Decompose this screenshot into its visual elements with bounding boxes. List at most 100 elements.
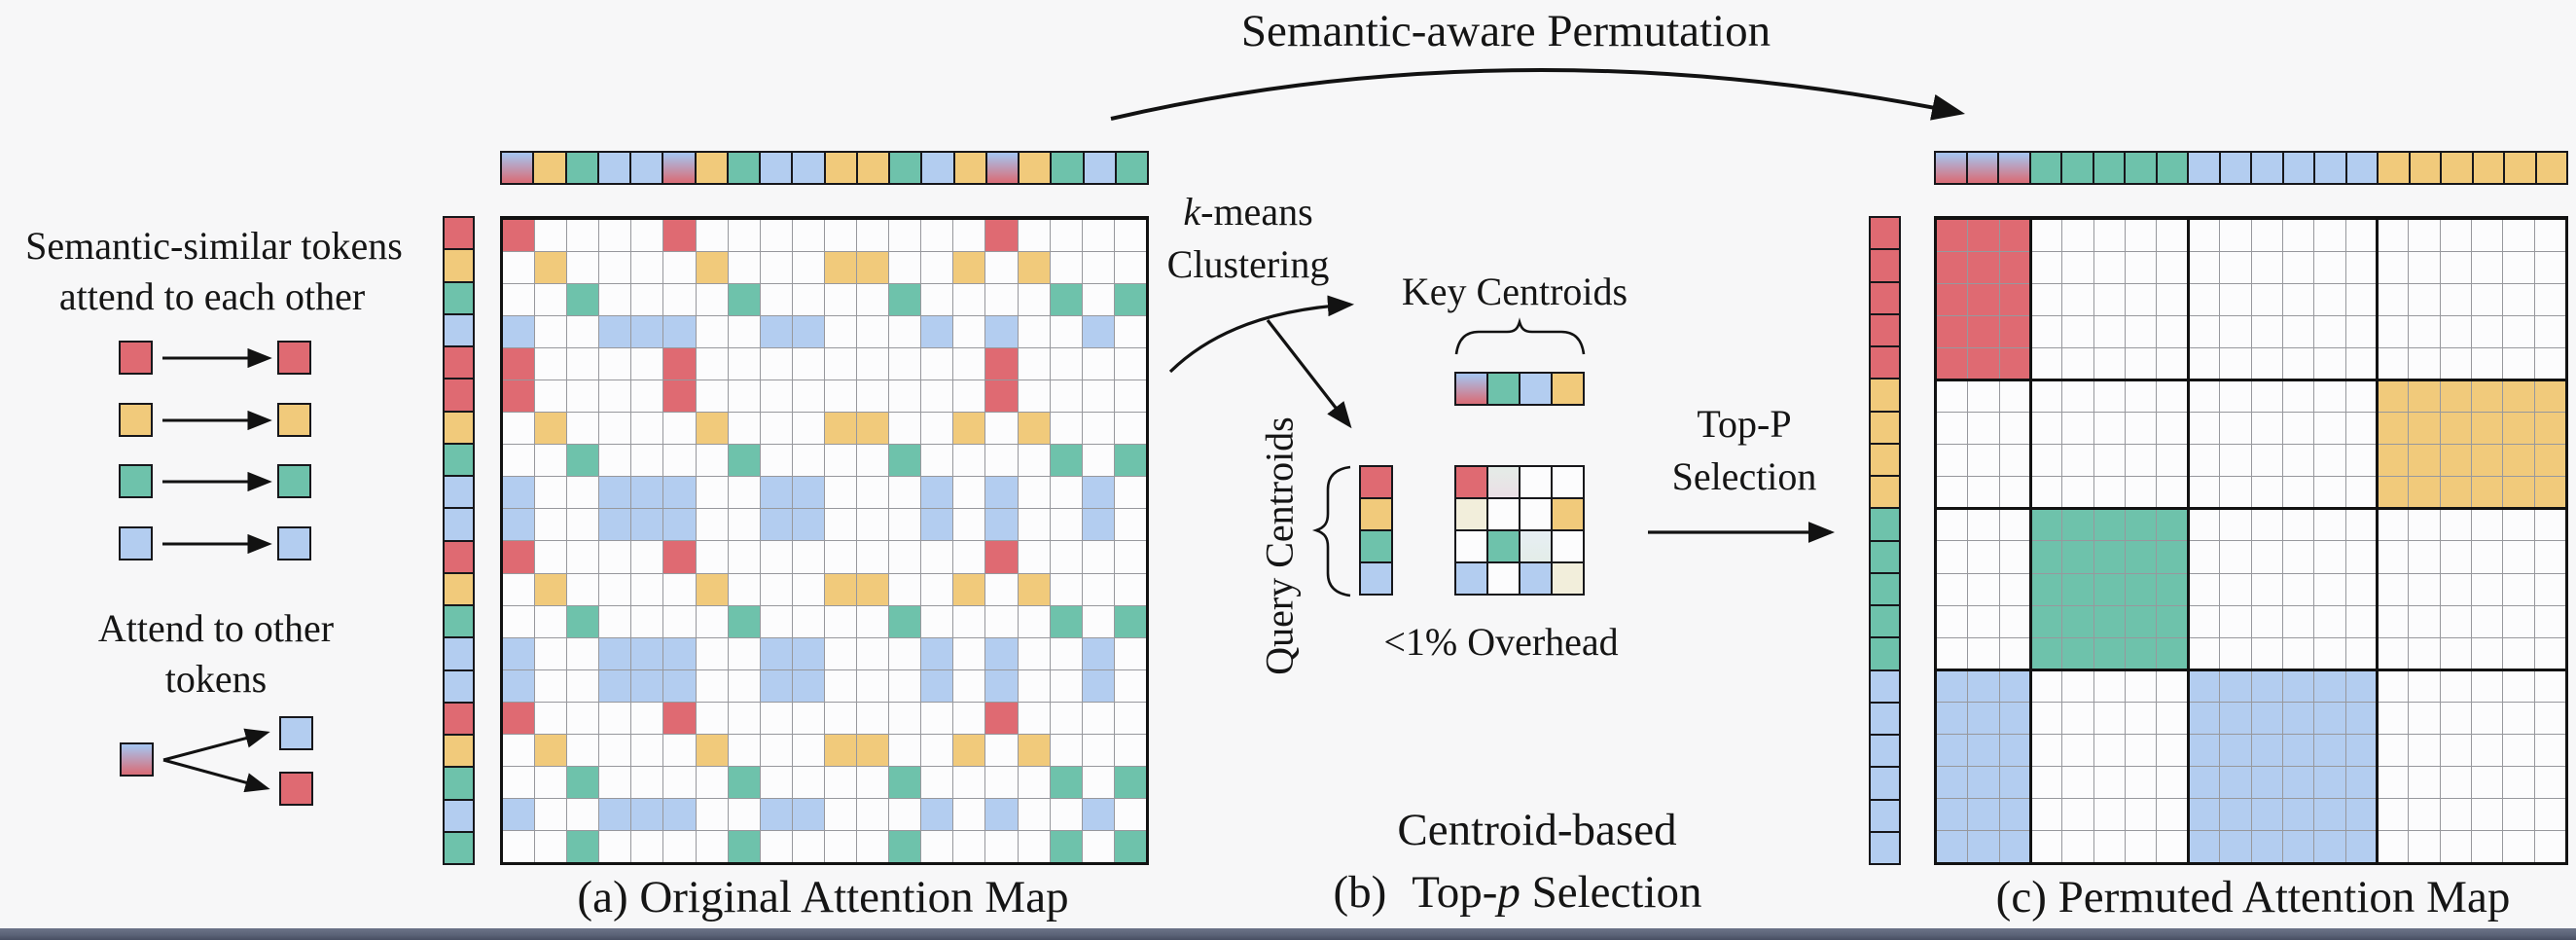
attention-cell bbox=[2534, 637, 2565, 669]
attention-cell bbox=[1050, 669, 1082, 702]
attention-cell bbox=[2282, 284, 2314, 316]
attention-cell bbox=[2031, 348, 2062, 380]
attention-cell bbox=[1114, 445, 1146, 477]
query-centroid-cell bbox=[1361, 563, 1391, 594]
attention-cell bbox=[2471, 702, 2503, 734]
attention-cell bbox=[2126, 541, 2157, 573]
attention-cell bbox=[2126, 380, 2157, 413]
attention-cell bbox=[535, 734, 567, 766]
attention-cell bbox=[2062, 413, 2093, 445]
attention-cell bbox=[2062, 445, 2093, 477]
attention-cell bbox=[1050, 637, 1082, 669]
attention-cell bbox=[2188, 220, 2220, 252]
attention-cell bbox=[2157, 637, 2188, 669]
attention-cell bbox=[2314, 316, 2345, 348]
attention-cell bbox=[2093, 477, 2126, 509]
query-centroid-cell bbox=[1361, 531, 1391, 561]
attention-cell bbox=[2220, 348, 2251, 380]
attention-cell bbox=[2377, 541, 2409, 573]
token-cell bbox=[857, 153, 888, 183]
block-divider-vertical bbox=[2375, 216, 2379, 865]
attention-cell bbox=[2093, 830, 2126, 862]
attention-cell bbox=[1968, 702, 1999, 734]
token-cell bbox=[825, 153, 856, 183]
token-cell bbox=[1936, 153, 1966, 183]
attention-cell bbox=[2157, 509, 2188, 541]
attention-cell bbox=[889, 252, 921, 284]
attention-cell bbox=[2471, 766, 2503, 798]
kmeans-label-line1: k-means bbox=[1183, 190, 1312, 235]
attention-cell bbox=[792, 413, 824, 445]
attention-cell bbox=[1999, 637, 2031, 669]
attention-cell bbox=[2126, 509, 2157, 541]
attention-cell bbox=[535, 702, 567, 734]
centroid-score-cell bbox=[1553, 467, 1583, 497]
attention-cell bbox=[2409, 252, 2440, 284]
attention-cell bbox=[2471, 348, 2503, 380]
token-cell bbox=[1999, 153, 2029, 183]
attention-cell bbox=[2126, 669, 2157, 702]
attention-cell bbox=[2188, 702, 2220, 734]
attention-cell bbox=[2345, 348, 2377, 380]
attention-cell bbox=[2093, 798, 2126, 830]
panel-c-top-token-strip bbox=[1934, 151, 2568, 185]
attention-cell bbox=[2093, 605, 2126, 637]
centroid-score-cell bbox=[1456, 499, 1486, 529]
block-divider-vertical bbox=[2029, 216, 2033, 865]
attention-cell bbox=[2534, 830, 2565, 862]
attention-cell bbox=[2062, 541, 2093, 573]
attention-cell bbox=[2314, 348, 2345, 380]
attention-cell bbox=[1050, 734, 1082, 766]
attention-cell bbox=[889, 477, 921, 509]
attention-cell bbox=[2188, 541, 2220, 573]
attention-cell bbox=[1114, 380, 1146, 413]
attention-cell bbox=[760, 477, 792, 509]
attention-cell bbox=[696, 573, 728, 605]
attention-cell bbox=[1999, 669, 2031, 702]
centroid-score-cell bbox=[1488, 467, 1519, 497]
legend-fork-arrow-upper bbox=[162, 728, 270, 762]
attention-cell bbox=[2251, 380, 2282, 413]
attention-cell bbox=[503, 316, 535, 348]
attention-cell bbox=[857, 252, 889, 284]
attention-cell bbox=[2534, 348, 2565, 380]
figure-title: Semantic-aware Permutation bbox=[1240, 6, 1771, 56]
attention-cell bbox=[728, 509, 760, 541]
attention-cell bbox=[1050, 220, 1082, 252]
attention-cell bbox=[2534, 766, 2565, 798]
attention-cell bbox=[953, 669, 985, 702]
attention-cell bbox=[2314, 541, 2345, 573]
attention-cell bbox=[2157, 798, 2188, 830]
attention-cell bbox=[2440, 348, 2471, 380]
attention-cell bbox=[1937, 316, 1968, 348]
attention-cell bbox=[2440, 734, 2471, 766]
attention-cell bbox=[2062, 284, 2093, 316]
attention-cell bbox=[2251, 798, 2282, 830]
attention-cell bbox=[2062, 220, 2093, 252]
attention-cell bbox=[985, 348, 1018, 380]
attention-cell bbox=[728, 734, 760, 766]
token-cell bbox=[1871, 670, 1899, 702]
attention-cell bbox=[1937, 445, 1968, 477]
attention-cell bbox=[2093, 766, 2126, 798]
attention-cell bbox=[567, 252, 599, 284]
attention-cell bbox=[921, 573, 953, 605]
attention-cell bbox=[1937, 734, 1968, 766]
attention-cell bbox=[1114, 605, 1146, 637]
attention-cell bbox=[2062, 734, 2093, 766]
attention-cell bbox=[824, 220, 857, 252]
attention-cell bbox=[1018, 380, 1050, 413]
attention-cell bbox=[2409, 541, 2440, 573]
attention-cell bbox=[1937, 573, 1968, 605]
attention-cell bbox=[2503, 766, 2534, 798]
token-cell bbox=[2189, 153, 2219, 183]
attention-cell bbox=[2534, 573, 2565, 605]
attention-cell bbox=[2471, 380, 2503, 413]
attention-cell bbox=[2093, 252, 2126, 284]
attention-cell bbox=[2377, 477, 2409, 509]
attention-cell bbox=[2345, 252, 2377, 284]
attention-cell bbox=[535, 316, 567, 348]
attention-cell bbox=[728, 316, 760, 348]
attention-cell bbox=[889, 605, 921, 637]
attention-cell bbox=[2314, 637, 2345, 669]
